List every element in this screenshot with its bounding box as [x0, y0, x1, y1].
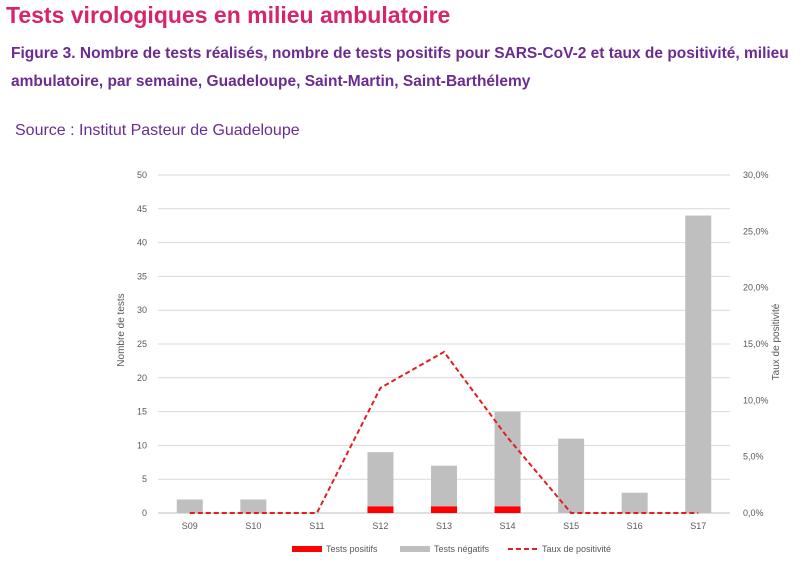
x-tick-label: S17	[690, 521, 706, 531]
positivity-rate-line	[189, 350, 699, 514]
bar-positive	[367, 506, 394, 513]
y-axis-label: Nombre de tests	[116, 293, 127, 366]
y2-tick-label: 20,0%	[743, 283, 769, 293]
y2-tick-label: 25,0%	[743, 226, 769, 236]
legend-label-negative: Tests négatifs	[434, 544, 490, 554]
x-axis-ticks: S09 S10 S11 S12 S13 S14 S15 S16 S17	[182, 521, 706, 531]
bar-negative	[176, 499, 203, 513]
y-tick-label: 15	[137, 407, 147, 417]
bar-negative	[685, 215, 712, 513]
legend-swatch-negative	[400, 546, 430, 552]
y2-tick-label: 15,0%	[743, 339, 769, 349]
x-tick-label: S14	[500, 521, 516, 531]
legend-swatch-positive	[292, 546, 322, 552]
x-tick-label: S11	[309, 521, 324, 531]
y2-axis-label: Taux de positivité	[771, 303, 782, 380]
legend-label-positive: Tests positifs	[326, 544, 378, 554]
bar-negative	[621, 492, 648, 513]
y-tick-label: 5	[142, 474, 147, 484]
y-tick-label: 35	[137, 271, 147, 281]
y2-tick-label: 10,0%	[743, 395, 769, 405]
gridlines	[158, 174, 730, 514]
x-tick-label: S09	[182, 521, 198, 531]
x-tick-label: S15	[563, 521, 579, 531]
y2-tick-label: 30,0%	[743, 170, 769, 180]
x-tick-label: S13	[436, 521, 452, 531]
right-axis-ticks: 0,0% 5,0% 10,0% 15,0% 20,0% 25,0% 30,0%	[743, 170, 769, 518]
rate-line-group	[189, 350, 699, 514]
bar-positive	[494, 506, 521, 513]
y-tick-label: 45	[137, 204, 147, 214]
y2-tick-label: 0,0%	[743, 508, 764, 518]
page-title: Tests virologiques en milieu ambulatoire	[6, 2, 451, 28]
source-text: Source : Institut Pasteur de Guadeloupe	[15, 122, 300, 139]
bar-positive	[431, 506, 457, 513]
x-tick-label: S10	[245, 521, 261, 531]
y-tick-label: 10	[137, 440, 147, 450]
x-tick-label: S12	[372, 521, 388, 531]
y2-tick-label: 5,0%	[743, 452, 764, 462]
bar-negative	[240, 499, 267, 513]
x-tick-label: S16	[627, 521, 643, 531]
legend: Tests positifs Tests négatifs Taux de posi…	[292, 544, 611, 554]
y-tick-label: 0	[142, 508, 147, 518]
y-tick-label: 50	[137, 170, 147, 180]
y-tick-label: 20	[137, 373, 147, 383]
bar-negative	[367, 452, 394, 507]
legend-label-rate: Taux de positivité	[542, 544, 611, 554]
bar-negative	[558, 438, 585, 513]
left-axis-ticks: 0 5 10 15 20 25 30 35 40 45 50	[137, 170, 147, 518]
y-tick-label: 40	[137, 238, 147, 248]
bars-group	[176, 215, 712, 513]
y-tick-label: 30	[137, 305, 147, 315]
y-tick-label: 25	[137, 339, 147, 349]
bar-negative	[431, 465, 457, 507]
figure-caption: Figure 3. Nombre de tests réalisés, nomb…	[11, 45, 789, 90]
